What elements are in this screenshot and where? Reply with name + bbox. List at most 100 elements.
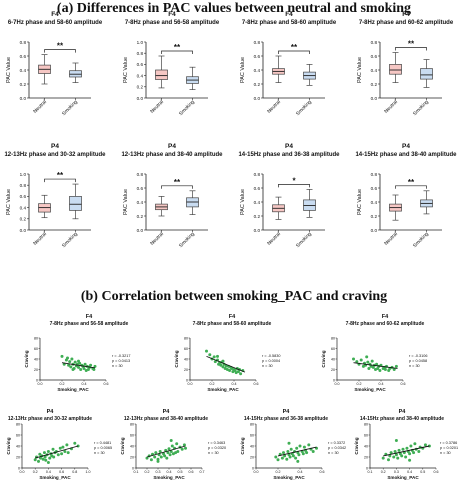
chart-title: P4 — [163, 409, 171, 415]
data-point — [412, 451, 416, 455]
data-point — [282, 451, 285, 455]
chart-subtitle: 14-15Hz phase and 38-40 amplitude — [360, 416, 444, 422]
stat-label: n = 30 — [94, 451, 105, 455]
data-point — [408, 452, 412, 456]
x-tick-label: Neutral — [266, 99, 282, 115]
data-point — [77, 365, 80, 369]
y-tick-label: 0.6 — [20, 194, 27, 199]
data-point — [159, 455, 163, 459]
data-point — [168, 453, 172, 457]
data-point — [404, 455, 408, 459]
y-tick-label: 20 — [250, 455, 254, 459]
regression-line — [146, 445, 186, 458]
chart-title: P4 — [285, 143, 293, 150]
y-axis-label: Craving — [6, 437, 11, 454]
significance-marker: ** — [408, 178, 415, 187]
x-tick-label: Neutral — [32, 231, 48, 247]
chart-subtitle: 7-8Hz phase and 60-62 amplitude — [359, 20, 454, 26]
data-point — [221, 365, 225, 369]
x-tick-label: 0.5 — [178, 470, 183, 474]
significance-bracket — [44, 49, 76, 53]
stat-label: p = 0.0458 — [409, 359, 427, 363]
regression-line — [61, 362, 96, 369]
x-tick-label: Neutral — [266, 231, 282, 247]
data-point — [163, 454, 167, 458]
y-tick-label: 0.6 — [371, 186, 378, 191]
y-tick-label: 40 — [34, 357, 38, 361]
data-point — [65, 443, 69, 447]
y-tick-label: 0.2 — [20, 217, 27, 222]
box — [420, 68, 433, 80]
chart-subtitle: 7-8Hz phase and 58-60 amplitude — [193, 321, 272, 327]
y-tick-label: 0.4 — [254, 68, 261, 73]
data-point — [60, 452, 64, 456]
significance-marker: ** — [291, 43, 298, 52]
y-tick-label: 0.6 — [137, 62, 144, 67]
y-tick-label: 0 — [36, 378, 38, 382]
x-tick-label: 0.5 — [420, 470, 425, 474]
chart-title: F4 — [86, 314, 93, 320]
stat-label: n = 30 — [112, 364, 123, 368]
y-tick-label: 0.0 — [137, 96, 144, 101]
box — [155, 69, 168, 80]
stat-label: r = 0.3463 — [208, 441, 225, 445]
data-point — [73, 360, 77, 364]
regression-line — [383, 445, 430, 457]
chart-subtitle: 7-8Hz phase and 58-60 amplitude — [242, 20, 337, 26]
data-point — [401, 447, 405, 451]
data-point — [375, 362, 379, 366]
stat-label: r = 0.4481 — [94, 441, 111, 445]
data-point — [180, 447, 184, 451]
x-tick-label: 0.0 — [38, 382, 43, 386]
data-point — [69, 365, 73, 369]
y-tick-label: 0 — [186, 378, 188, 382]
regression-line — [35, 445, 79, 459]
x-tick-label: 0.0 — [188, 382, 193, 386]
x-tick-label: 0.2 — [33, 470, 38, 474]
data-point — [73, 441, 77, 445]
significance-bracket — [161, 185, 193, 189]
x-tick-label: 0.1 — [368, 470, 373, 474]
y-tick-label: 0.2 — [137, 214, 144, 219]
y-tick-label: 0.2 — [20, 82, 27, 87]
stat-label: p = 0.0342 — [328, 446, 346, 450]
y-tick-label: 60 — [16, 433, 20, 437]
y-axis-label: Craving — [174, 350, 179, 367]
data-point — [52, 455, 56, 459]
x-tick-label: Neutral — [32, 99, 48, 115]
data-point — [70, 357, 74, 361]
data-point — [291, 454, 295, 458]
x-axis-label: Smoking_PAC — [57, 387, 89, 392]
data-point — [66, 451, 70, 455]
y-tick-label: 20 — [331, 368, 335, 372]
x-tick-label: 0.4 — [232, 382, 237, 386]
data-point — [66, 356, 69, 360]
data-point — [77, 359, 80, 363]
data-point — [294, 456, 298, 460]
y-tick-label: 1.0 — [137, 40, 144, 45]
data-point — [394, 364, 398, 368]
y-tick-label: 0.4 — [371, 68, 378, 73]
y-tick-label: 0 — [252, 466, 254, 470]
y-tick-label: 40 — [331, 357, 335, 361]
x-tick-label: Smoking — [61, 99, 79, 117]
y-tick-label: 0.4 — [20, 205, 27, 210]
x-tick-label: 0.2 — [357, 382, 362, 386]
y-tick-label: 0.8 — [254, 40, 261, 45]
chart-subtitle: 12-13Hz phase and 30-32 amplitude — [4, 152, 106, 158]
y-tick-label: 40 — [250, 444, 254, 448]
data-point — [61, 445, 65, 449]
data-point — [296, 459, 300, 463]
data-point — [285, 457, 289, 461]
data-point — [302, 445, 306, 449]
y-tick-label: 0.0 — [254, 228, 261, 233]
data-point — [386, 458, 390, 462]
data-point — [355, 360, 359, 364]
chart-title: F4 — [285, 11, 293, 18]
x-tick-label: Smoking — [295, 99, 313, 117]
data-point — [145, 456, 149, 460]
chart-title: P4 — [168, 143, 176, 150]
y-tick-label: 40 — [16, 444, 20, 448]
data-point — [228, 369, 232, 373]
chart-subtitle: 7-8Hz phase and 60-62 amplitude — [346, 321, 425, 327]
